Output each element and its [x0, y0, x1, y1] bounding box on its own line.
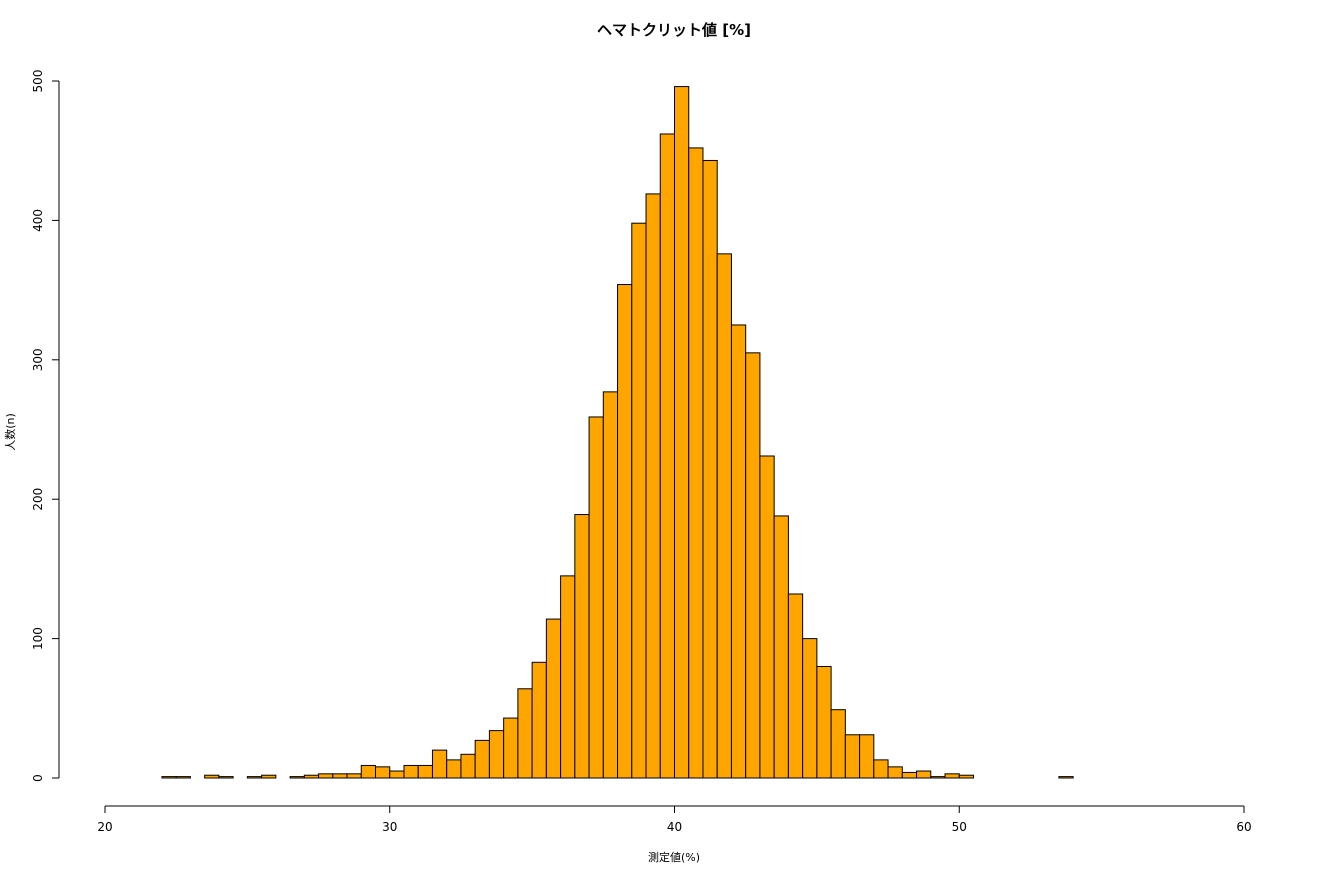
- bar: [816, 665, 832, 779]
- bar: [360, 764, 377, 779]
- bar: [844, 734, 861, 779]
- y-tick-label: 100: [31, 627, 45, 650]
- y-tick-label: 400: [31, 209, 45, 232]
- bar: [261, 774, 277, 779]
- bar: [602, 391, 619, 779]
- bar: [930, 776, 946, 779]
- bar: [446, 759, 462, 779]
- x-tick-label: 50: [952, 820, 967, 834]
- bar: [389, 770, 405, 779]
- bar: [617, 284, 633, 779]
- bar: [246, 776, 263, 779]
- bar: [431, 749, 448, 779]
- y-tick-label: 0: [31, 774, 45, 782]
- bar: [403, 764, 419, 779]
- bar: [574, 514, 590, 779]
- x-axis-label: 測定値(%): [648, 850, 700, 864]
- y-tick-label: 300: [31, 348, 45, 371]
- y-tick-label: 200: [31, 488, 45, 511]
- y-axis-label: 人数(n): [4, 413, 17, 451]
- bar: [545, 618, 562, 779]
- bar: [944, 773, 960, 779]
- bar: [830, 709, 846, 779]
- bar: [460, 753, 476, 779]
- bar: [488, 730, 505, 779]
- y-tick-label: 500: [31, 70, 45, 93]
- bar: [161, 776, 177, 779]
- bar: [645, 193, 661, 779]
- bar: [787, 593, 804, 779]
- bar: [531, 661, 547, 779]
- bar: [745, 352, 761, 779]
- bar: [674, 86, 690, 779]
- bar: [303, 774, 320, 779]
- bar: [588, 416, 604, 779]
- bar: [716, 253, 732, 779]
- chart-title: ヘマトクリット値 [%]: [597, 21, 751, 39]
- bar: [759, 455, 775, 779]
- bar: [175, 776, 191, 779]
- bar: [218, 776, 234, 779]
- x-tick-label: 30: [382, 820, 397, 834]
- bar: [417, 764, 433, 779]
- bar: [517, 688, 533, 779]
- bar: [474, 739, 490, 779]
- x-tick-label: 40: [667, 820, 682, 834]
- bar: [560, 575, 576, 779]
- bar: [503, 717, 519, 779]
- bar: [730, 324, 747, 779]
- bar: [916, 770, 932, 779]
- bar: [375, 766, 391, 779]
- bar: [204, 774, 220, 779]
- bar: [873, 759, 889, 779]
- bar: [773, 515, 789, 779]
- bar: [346, 773, 362, 779]
- bar: [659, 133, 676, 779]
- bar: [332, 773, 348, 779]
- bar: [887, 766, 903, 779]
- bar: [318, 773, 334, 779]
- bar: [702, 159, 718, 779]
- bar: [289, 776, 305, 779]
- bar: [901, 771, 918, 779]
- x-tick-label: 20: [97, 820, 112, 834]
- bar: [859, 734, 875, 779]
- bar: [958, 774, 974, 779]
- bar: [631, 222, 647, 779]
- bar: [802, 638, 818, 779]
- bar: [1058, 776, 1074, 779]
- x-tick-label: 60: [1236, 820, 1251, 834]
- bar: [688, 147, 704, 779]
